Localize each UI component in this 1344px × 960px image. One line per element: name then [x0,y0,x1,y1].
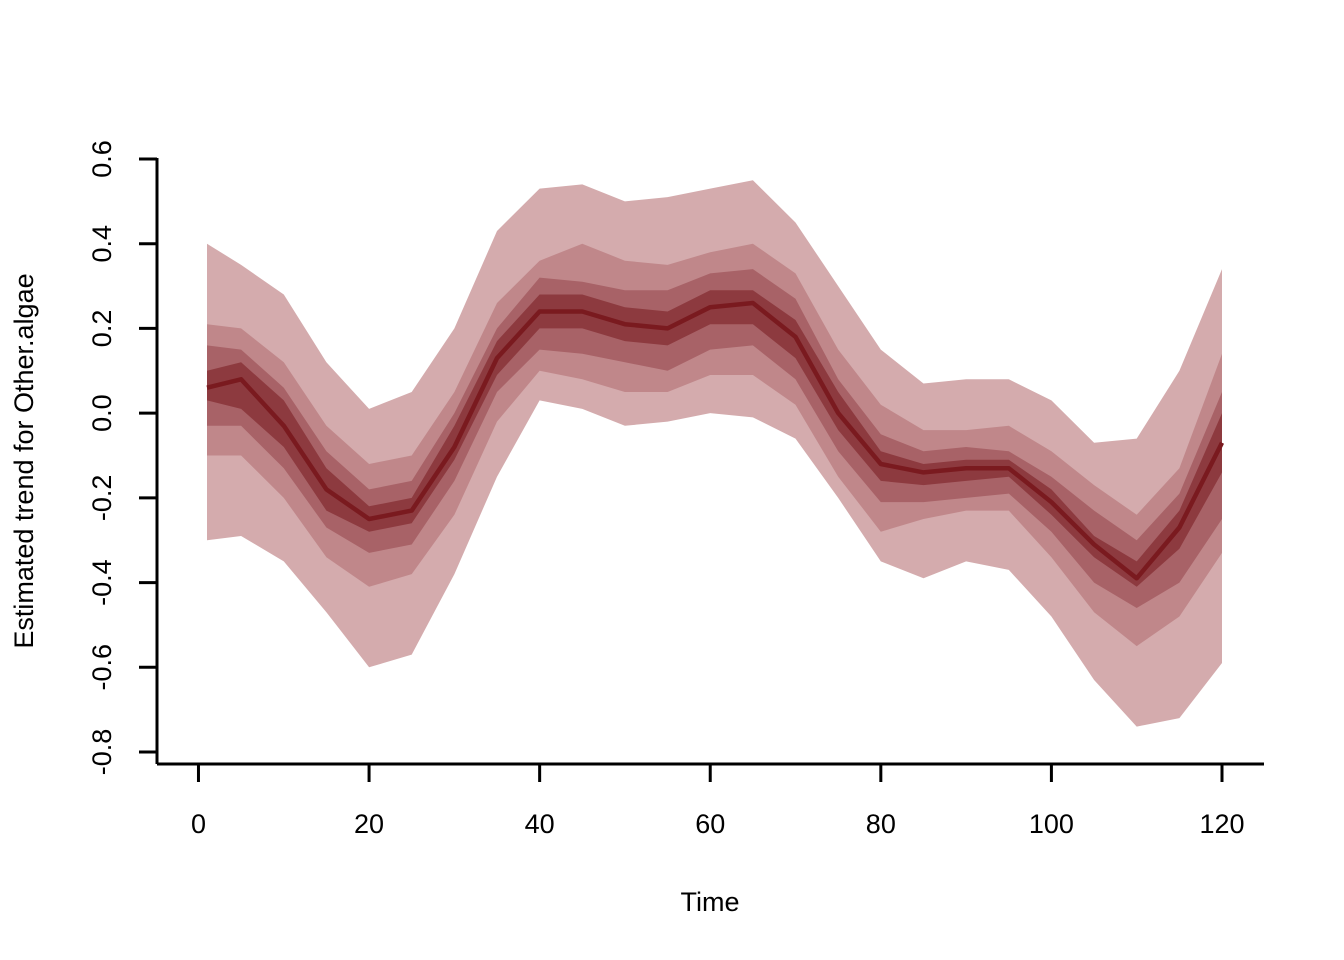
band-layer [207,180,1222,727]
y-tick-label: -0.6 [87,644,117,691]
x-ticks: 0 20 40 60 80 100 120 [191,764,1245,839]
y-tick-label: 0.0 [87,394,117,432]
band-inner [207,290,1222,587]
y-axis-label: Estimated trend for Other.algae [9,273,39,648]
median-layer [206,300,1225,581]
x-tick-label: 100 [1029,809,1074,839]
x-tick-label: 120 [1199,809,1244,839]
y-tick-label: 0.6 [87,140,117,178]
y-tick-label: -0.2 [87,475,117,522]
x-tick-label: 0 [191,809,206,839]
y-tick-label: -0.8 [87,729,117,776]
x-tick-label: 20 [354,809,384,839]
y-tick-label: 0.4 [87,225,117,263]
y-tick-label: 0.2 [87,310,117,348]
x-axis-label: Time [681,887,740,917]
x-tick-label: 40 [525,809,555,839]
median-line [206,300,1225,581]
y-tick-label: -0.4 [87,559,117,606]
y-ticks: -0.8 -0.6 -0.4 -0.2 0.0 0.2 0.4 0.6 [87,140,157,775]
x-tick-label: 60 [695,809,725,839]
x-tick-label: 80 [866,809,896,839]
band-outer [207,180,1222,727]
